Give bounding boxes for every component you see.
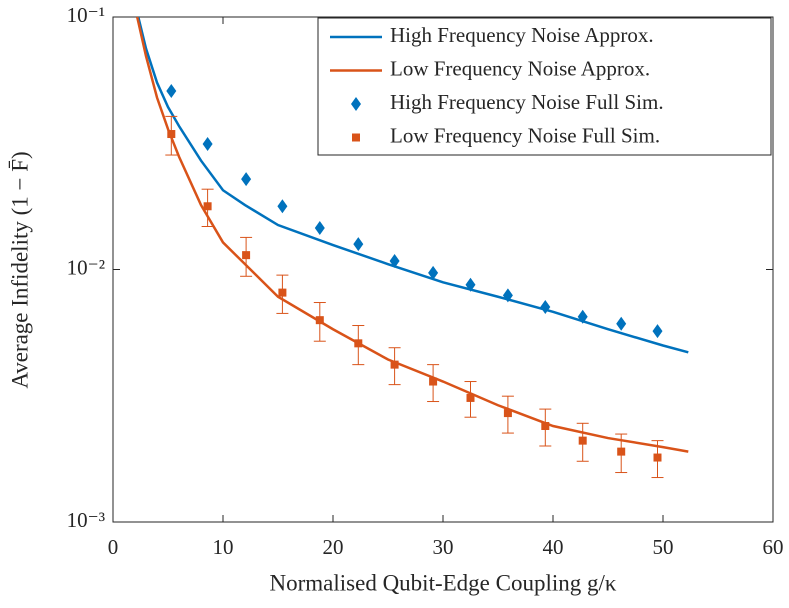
marker <box>167 130 176 139</box>
legend-box <box>317 17 772 156</box>
x-tick-label: 20 <box>323 535 344 559</box>
marker <box>203 202 212 211</box>
marker <box>578 436 587 445</box>
marker <box>577 309 588 324</box>
marker <box>502 288 513 303</box>
marker <box>277 199 288 214</box>
marker <box>241 172 252 187</box>
marker <box>653 453 662 462</box>
x-tick-label: 60 <box>763 535 784 559</box>
marker <box>652 324 663 339</box>
x-tick-label: 0 <box>108 535 119 559</box>
legend-swatch <box>351 97 361 111</box>
legend-label: High Frequency Noise Full Sim. <box>390 90 664 114</box>
y-axis-label: Average Infidelity (1 − F̄) <box>7 151 32 388</box>
marker <box>540 300 551 315</box>
line <box>135 17 689 453</box>
y-tick-label: 10⁻¹ <box>67 3 105 27</box>
marker <box>390 360 399 369</box>
marker <box>278 288 287 297</box>
x-tick-label: 30 <box>433 535 454 559</box>
marker <box>166 84 177 99</box>
marker <box>354 339 363 348</box>
marker <box>315 316 324 325</box>
marker <box>353 237 364 252</box>
marker <box>389 254 400 269</box>
x-axis-label: Normalised Qubit-Edge Coupling g/κ <box>270 570 617 595</box>
marker <box>202 137 213 152</box>
x-tick-label: 40 <box>543 535 564 559</box>
marker <box>429 377 438 386</box>
marker <box>242 251 251 260</box>
x-tick-label: 10 <box>213 535 234 559</box>
marker <box>541 421 550 430</box>
y-tick-label: 10⁻² <box>67 255 105 279</box>
marker <box>465 277 476 292</box>
legend-label: Low Frequency Noise Approx. <box>390 56 650 80</box>
line <box>137 17 689 354</box>
legend-swatch <box>352 133 360 142</box>
marker <box>617 447 626 456</box>
legend-label: Low Frequency Noise Full Sim. <box>390 123 660 147</box>
marker <box>314 221 325 236</box>
y-tick-label: 10⁻³ <box>67 508 105 532</box>
legend-label: High Frequency Noise Approx. <box>390 23 654 47</box>
marker <box>428 265 439 280</box>
marker <box>616 316 627 331</box>
marker <box>466 393 475 402</box>
marker <box>503 409 512 418</box>
x-tick-label: 50 <box>653 535 674 559</box>
